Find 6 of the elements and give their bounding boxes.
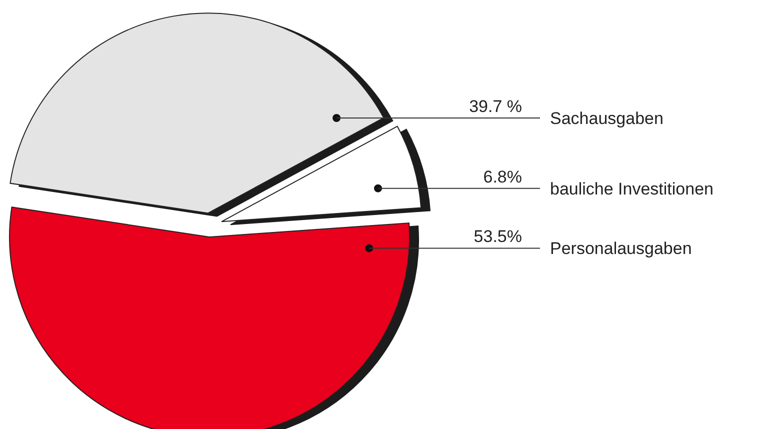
data-label: 39.7 %: [469, 97, 522, 116]
slice-label: bauliche Investitionen: [550, 179, 714, 198]
slice-label: Sachausgaben: [550, 109, 664, 128]
data-label: 6.8%: [483, 167, 522, 186]
data-label: 53.5%: [474, 227, 522, 246]
slice-label: Personalausgaben: [550, 239, 692, 258]
